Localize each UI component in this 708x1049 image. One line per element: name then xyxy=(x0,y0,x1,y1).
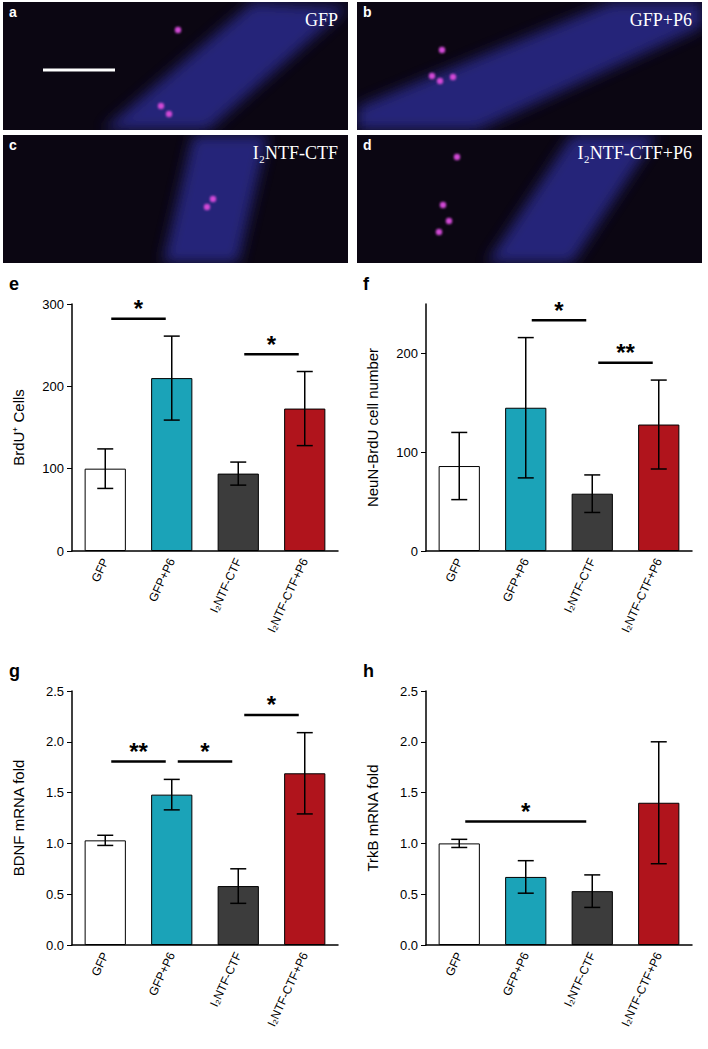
svg-text:2.5: 2.5 xyxy=(400,684,418,699)
svg-text:BDNF mRNA fold: BDNF mRNA fold xyxy=(10,760,27,877)
svg-text:*: * xyxy=(200,738,210,765)
svg-text:I₂NTF-CTF: I₂NTF-CTF xyxy=(561,950,598,1009)
svg-text:TrkB mRNA fold: TrkB mRNA fold xyxy=(364,765,381,872)
svg-text:GFP: GFP xyxy=(88,556,111,584)
svg-text:100: 100 xyxy=(396,445,418,460)
svg-text:NeuN-BrdU cell number: NeuN-BrdU cell number xyxy=(364,348,381,507)
svg-text:0.5: 0.5 xyxy=(400,887,418,902)
svg-text:0.0: 0.0 xyxy=(46,938,64,953)
svg-text:e: e xyxy=(9,274,19,294)
svg-text:GFP+P6: GFP+P6 xyxy=(500,950,532,998)
svg-text:200: 200 xyxy=(42,379,64,394)
svg-text:0: 0 xyxy=(57,544,64,559)
svg-text:I₂NTF-CTF: I₂NTF-CTF xyxy=(561,556,598,615)
svg-text:*: * xyxy=(521,798,531,825)
svg-text:GFP: GFP xyxy=(442,950,465,978)
svg-text:f: f xyxy=(363,274,370,294)
svg-text:c: c xyxy=(9,137,17,153)
svg-text:*: * xyxy=(267,691,277,718)
svg-text:I₂NTF-CTF+P6: I₂NTF-CTF+P6 xyxy=(618,950,665,1029)
svg-text:GFP+P6: GFP+P6 xyxy=(146,950,178,998)
svg-text:**: ** xyxy=(129,738,148,765)
svg-text:h: h xyxy=(363,661,374,681)
svg-text:0: 0 xyxy=(411,544,418,559)
svg-text:I₂NTF-CTF+P6: I₂NTF-CTF+P6 xyxy=(578,143,692,163)
svg-text:200: 200 xyxy=(396,346,418,361)
svg-text:GFP: GFP xyxy=(305,10,338,30)
svg-text:I₂NTF-CTF: I₂NTF-CTF xyxy=(253,143,338,163)
svg-text:d: d xyxy=(363,137,372,153)
svg-text:GFP: GFP xyxy=(442,556,465,584)
svg-text:*: * xyxy=(554,297,564,324)
svg-text:*: * xyxy=(267,331,277,358)
svg-text:BrdU⁺ Cells: BrdU⁺ Cells xyxy=(10,389,27,466)
svg-text:2.5: 2.5 xyxy=(46,684,64,699)
svg-text:*: * xyxy=(134,295,144,322)
svg-text:GFP+P6: GFP+P6 xyxy=(500,556,532,604)
svg-text:g: g xyxy=(9,661,20,681)
svg-text:300: 300 xyxy=(42,297,64,312)
svg-text:I₂NTF-CTF: I₂NTF-CTF xyxy=(207,556,244,615)
svg-text:I₂NTF-CTF+P6: I₂NTF-CTF+P6 xyxy=(618,556,665,635)
svg-text:1.5: 1.5 xyxy=(400,785,418,800)
svg-text:a: a xyxy=(9,4,17,20)
svg-text:100: 100 xyxy=(42,461,64,476)
svg-text:**: ** xyxy=(616,339,635,366)
svg-text:2.0: 2.0 xyxy=(46,734,64,749)
svg-text:1.0: 1.0 xyxy=(46,836,64,851)
svg-text:1.5: 1.5 xyxy=(46,785,64,800)
svg-text:I₂NTF-CTF+P6: I₂NTF-CTF+P6 xyxy=(264,950,311,1029)
svg-text:I₂NTF-CTF+P6: I₂NTF-CTF+P6 xyxy=(264,556,311,635)
svg-text:2.0: 2.0 xyxy=(400,734,418,749)
svg-text:0.0: 0.0 xyxy=(400,938,418,953)
svg-text:1.0: 1.0 xyxy=(400,836,418,851)
svg-text:0.5: 0.5 xyxy=(46,887,64,902)
svg-text:GFP+P6: GFP+P6 xyxy=(146,556,178,604)
svg-text:GFP+P6: GFP+P6 xyxy=(630,10,692,30)
svg-text:b: b xyxy=(363,4,372,20)
svg-text:GFP: GFP xyxy=(88,950,111,978)
svg-text:I₂NTF-CTF: I₂NTF-CTF xyxy=(207,950,244,1009)
